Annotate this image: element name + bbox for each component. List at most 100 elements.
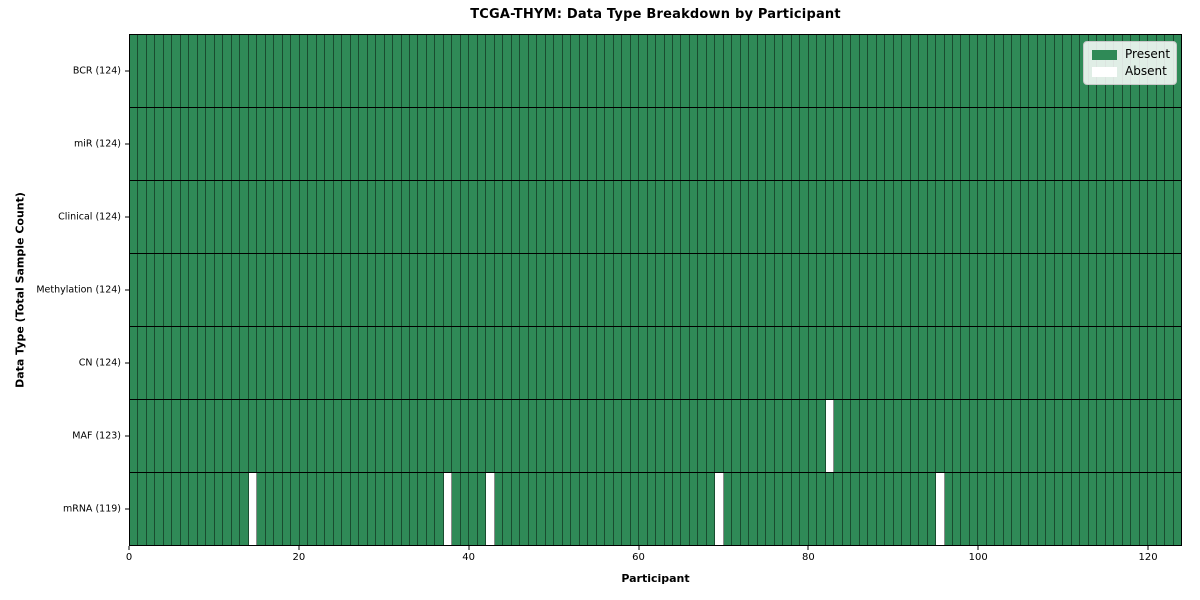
heatmap-cell	[1020, 108, 1030, 180]
heatmap-cell	[656, 327, 665, 399]
heatmap-cell	[1020, 327, 1030, 399]
heatmap-cell	[1003, 108, 1013, 180]
heatmap-cell	[1012, 181, 1021, 253]
y-tick-mark	[125, 143, 129, 145]
heatmap-cell	[240, 108, 249, 180]
heatmap-cell	[443, 35, 453, 107]
heatmap-cell	[723, 181, 733, 253]
heatmap-cell	[902, 108, 911, 180]
heatmap-cell	[715, 400, 724, 472]
heatmap-cell	[757, 108, 767, 180]
heatmap-cell	[1029, 473, 1038, 545]
heatmap-cell	[393, 181, 402, 253]
heatmap-cell	[460, 254, 470, 326]
heatmap-cell	[723, 473, 733, 545]
heatmap-cell	[1046, 327, 1055, 399]
heatmap-row-mir	[130, 108, 1182, 181]
heatmap-cell	[155, 108, 164, 180]
heatmap-cell	[757, 473, 767, 545]
heatmap-cell	[1114, 108, 1123, 180]
heatmap-cell	[299, 254, 309, 326]
heatmap-cell	[197, 400, 207, 472]
heatmap-cell	[1037, 108, 1047, 180]
heatmap-cell	[1054, 254, 1064, 326]
heatmap-cell	[630, 400, 640, 472]
legend-label-absent: Absent	[1125, 64, 1167, 78]
heatmap-cell	[503, 473, 512, 545]
heatmap-cell	[910, 254, 920, 326]
heatmap-cell	[409, 35, 419, 107]
heatmap-cell	[469, 327, 478, 399]
heatmap-cell	[808, 108, 818, 180]
heatmap-cell	[579, 327, 589, 399]
heatmap-cell	[308, 327, 317, 399]
x-tick-mark	[128, 546, 130, 550]
heatmap-cell	[1020, 35, 1030, 107]
heatmap-cell	[834, 254, 843, 326]
heatmap-cell	[155, 254, 164, 326]
heatmap-cell	[393, 35, 402, 107]
heatmap-cell	[316, 473, 326, 545]
heatmap-cell	[460, 35, 470, 107]
heatmap-cell	[520, 254, 529, 326]
heatmap-cell	[494, 35, 504, 107]
heatmap-cell	[214, 473, 224, 545]
heatmap-cell	[223, 254, 232, 326]
heatmap-cell	[673, 108, 682, 180]
heatmap-cell	[1114, 327, 1123, 399]
heatmap-cell	[528, 473, 538, 545]
heatmap-cell	[240, 327, 249, 399]
heatmap-cell	[393, 108, 402, 180]
heatmap-cell	[851, 400, 860, 472]
heatmap-cell	[978, 35, 987, 107]
absent-swatch-icon	[1092, 66, 1117, 77]
heatmap-cell	[732, 108, 741, 180]
heatmap-cell	[443, 400, 453, 472]
heatmap-cell	[494, 181, 504, 253]
heatmap-cell	[265, 35, 275, 107]
heatmap-cell	[757, 35, 767, 107]
heatmap-cell	[155, 35, 164, 107]
heatmap-cell	[910, 473, 920, 545]
heatmap-cell	[723, 35, 733, 107]
heatmap-cell	[622, 35, 631, 107]
heatmap-cell	[1071, 473, 1081, 545]
heatmap-cell	[885, 400, 894, 472]
heatmap-cell	[257, 400, 266, 472]
heatmap-cell	[647, 35, 657, 107]
heatmap-cell	[189, 400, 198, 472]
heatmap-cell	[469, 473, 478, 545]
heatmap-cell	[740, 35, 750, 107]
heatmap-cell	[1173, 35, 1182, 107]
heatmap-cell	[681, 400, 690, 472]
y-tick-label: Methylation (124)	[36, 284, 121, 296]
heatmap-cell	[579, 254, 589, 326]
heatmap-cell	[664, 400, 673, 472]
heatmap-cell	[1139, 108, 1149, 180]
heatmap-cell	[571, 327, 580, 399]
heatmap-cell	[571, 473, 580, 545]
heatmap-cell	[460, 108, 470, 180]
heatmap-cell	[214, 35, 224, 107]
heatmap-cell	[359, 400, 368, 472]
heatmap-cell	[376, 254, 385, 326]
heatmap-cell	[689, 400, 699, 472]
heatmap-cell	[1122, 400, 1132, 472]
x-tick-label: 80	[801, 552, 815, 563]
x-axis-ticks: 0 20 40 60 80 100 120	[126, 546, 1182, 568]
heatmap-cell	[401, 400, 410, 472]
heatmap-cell	[1071, 400, 1081, 472]
heatmap-cell	[537, 108, 546, 180]
heatmap-cell	[342, 181, 351, 253]
heatmap-cell	[511, 400, 521, 472]
heatmap-cell	[740, 327, 750, 399]
heatmap-cell	[605, 108, 614, 180]
heatmap-cell	[477, 181, 487, 253]
heatmap-cell	[800, 108, 809, 180]
heatmap-cell	[825, 400, 835, 472]
heatmap-cell	[409, 327, 419, 399]
heatmap-cell	[817, 254, 826, 326]
heatmap-cell	[673, 473, 682, 545]
heatmap-cell	[1080, 400, 1089, 472]
